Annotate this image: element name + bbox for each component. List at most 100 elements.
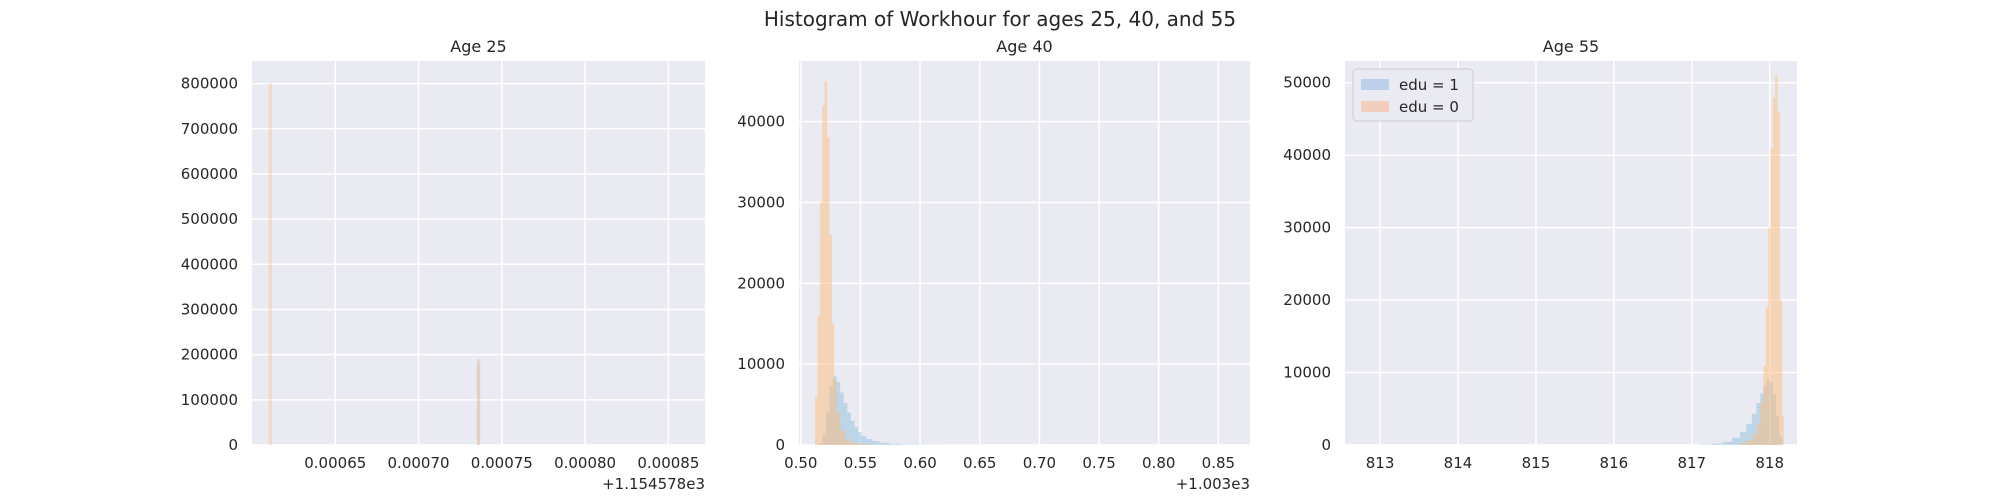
histogram-bar <box>1757 423 1761 445</box>
y-tick-label: 20000 <box>737 274 785 292</box>
x-offset-label: +1.154578e3 <box>602 475 705 493</box>
histogram-bar <box>827 137 830 446</box>
legend-swatch <box>1361 101 1389 112</box>
y-tick-label: 600000 <box>181 165 238 183</box>
plot-area <box>252 61 705 445</box>
histogram-bar <box>824 81 828 446</box>
legend: edu = 1 edu = 0 <box>1352 68 1474 122</box>
x-tick-label: 817 <box>1677 454 1706 472</box>
histogram-bar <box>1740 431 1747 445</box>
x-tick-label: 0.70 <box>1023 454 1056 472</box>
series-1 <box>476 359 481 445</box>
x-tick-label: 0.00070 <box>388 454 450 472</box>
y-tick-label: 300000 <box>181 300 238 318</box>
series-2 <box>268 83 481 446</box>
x-tick-label: 0.00080 <box>554 454 616 472</box>
histogram-bar <box>844 439 851 445</box>
histogram-bar <box>1760 401 1764 445</box>
y-tick-label: 100000 <box>181 391 238 409</box>
histogram-bar <box>850 420 855 445</box>
x-tick-label: 815 <box>1522 454 1551 472</box>
y-tick-label: 40000 <box>737 113 785 131</box>
histogram-bar <box>840 392 844 445</box>
x-tick-label: 0.65 <box>963 454 996 472</box>
histogram-bar <box>1765 307 1769 445</box>
x-tick-label: 814 <box>1444 454 1473 472</box>
histogram-bar <box>1772 97 1776 446</box>
legend-label: edu = 1 <box>1399 76 1459 94</box>
histogram-bar <box>843 402 848 445</box>
plot-area <box>1345 61 1797 445</box>
y-tick-label: 700000 <box>181 120 238 138</box>
x-tick-label: 0.00075 <box>471 454 533 472</box>
histogram-bar <box>1711 443 1723 445</box>
histogram-bar <box>1777 111 1780 445</box>
histogram-bar <box>860 444 873 445</box>
histogram-bar <box>866 438 873 445</box>
series-2 <box>815 81 873 446</box>
subplot-title: Age 25 <box>450 37 506 56</box>
gridlines <box>1345 61 1797 446</box>
y-tick-label: 10000 <box>737 355 785 373</box>
x-tick-label: 0.55 <box>844 454 877 472</box>
subplot-title: Age 40 <box>996 37 1052 56</box>
histogram-bar <box>840 430 845 445</box>
x-tick-label: 0.50 <box>784 454 817 472</box>
y-tick-label: 0 <box>228 436 238 454</box>
plot-area <box>799 61 1250 445</box>
x-offset-label: +1.003e3 <box>1176 475 1250 493</box>
histogram-bar <box>1732 437 1741 445</box>
histogram-bar <box>879 442 890 445</box>
gridlines <box>799 61 1250 446</box>
subplot-1: Age 25 0.00065 0.00070 0.00075 0.00080 0.0008… <box>181 37 705 493</box>
x-tick-label: 0.75 <box>1082 454 1115 472</box>
figure-suptitle: Histogram of Workhour for ages 25, 40, a… <box>764 7 1236 31</box>
legend-swatch <box>1361 79 1389 90</box>
histogram-bar <box>1752 434 1758 445</box>
y-tick-label: 30000 <box>1283 219 1331 237</box>
x-tick-label: 0.60 <box>903 454 936 472</box>
series-2 <box>1738 75 1784 446</box>
histogram-bar <box>836 412 841 445</box>
y-tick-label: 10000 <box>1283 364 1331 382</box>
subplot-2: Age 40 0.50 0.55 0.60 0.65 0.70 0.75 0.80 0.85 0 1… <box>737 37 1250 493</box>
x-tick-label: 818 <box>1755 454 1784 472</box>
histogram-bar <box>850 442 861 445</box>
legend-label: edu = 0 <box>1399 98 1459 116</box>
histogram-bar <box>889 443 903 445</box>
histogram-bar <box>858 432 862 445</box>
x-tick-label: 0.00085 <box>637 454 699 472</box>
histogram-bar <box>815 396 818 445</box>
histogram-bar <box>817 315 820 445</box>
y-tick-label: 200000 <box>181 346 238 364</box>
histogram-bar <box>1722 441 1733 445</box>
y-tick-label: 800000 <box>181 75 238 93</box>
histogram-bar <box>829 234 832 445</box>
histogram-bar <box>847 412 851 445</box>
histogram-bar <box>476 359 481 445</box>
x-tick-label: 0.00065 <box>304 454 366 472</box>
histogram-bar <box>1782 416 1784 445</box>
histogram-bar <box>476 361 481 445</box>
x-tick-label: 0.85 <box>1202 454 1235 472</box>
histogram-bar <box>861 436 867 445</box>
y-tick-label: 0 <box>775 436 785 454</box>
histogram-bar <box>1746 440 1753 445</box>
y-tick-label: 400000 <box>181 255 238 273</box>
x-tick-label: 816 <box>1600 454 1629 472</box>
histogram-bar <box>268 83 272 446</box>
histogram-bar <box>1746 423 1752 445</box>
histogram-bar <box>1770 147 1773 445</box>
histogram-bar <box>819 202 823 445</box>
y-tick-label: 40000 <box>1283 146 1331 164</box>
histogram-bar <box>1738 443 1747 445</box>
y-tick-label: 500000 <box>181 210 238 228</box>
histogram-bar <box>1779 300 1783 445</box>
y-tick-label: 20000 <box>1283 291 1331 309</box>
histogram-bar <box>822 105 825 445</box>
histogram-bar <box>1763 365 1766 445</box>
gridlines <box>252 61 705 446</box>
histogram-bar <box>831 323 835 445</box>
histogram-bar <box>834 380 837 445</box>
